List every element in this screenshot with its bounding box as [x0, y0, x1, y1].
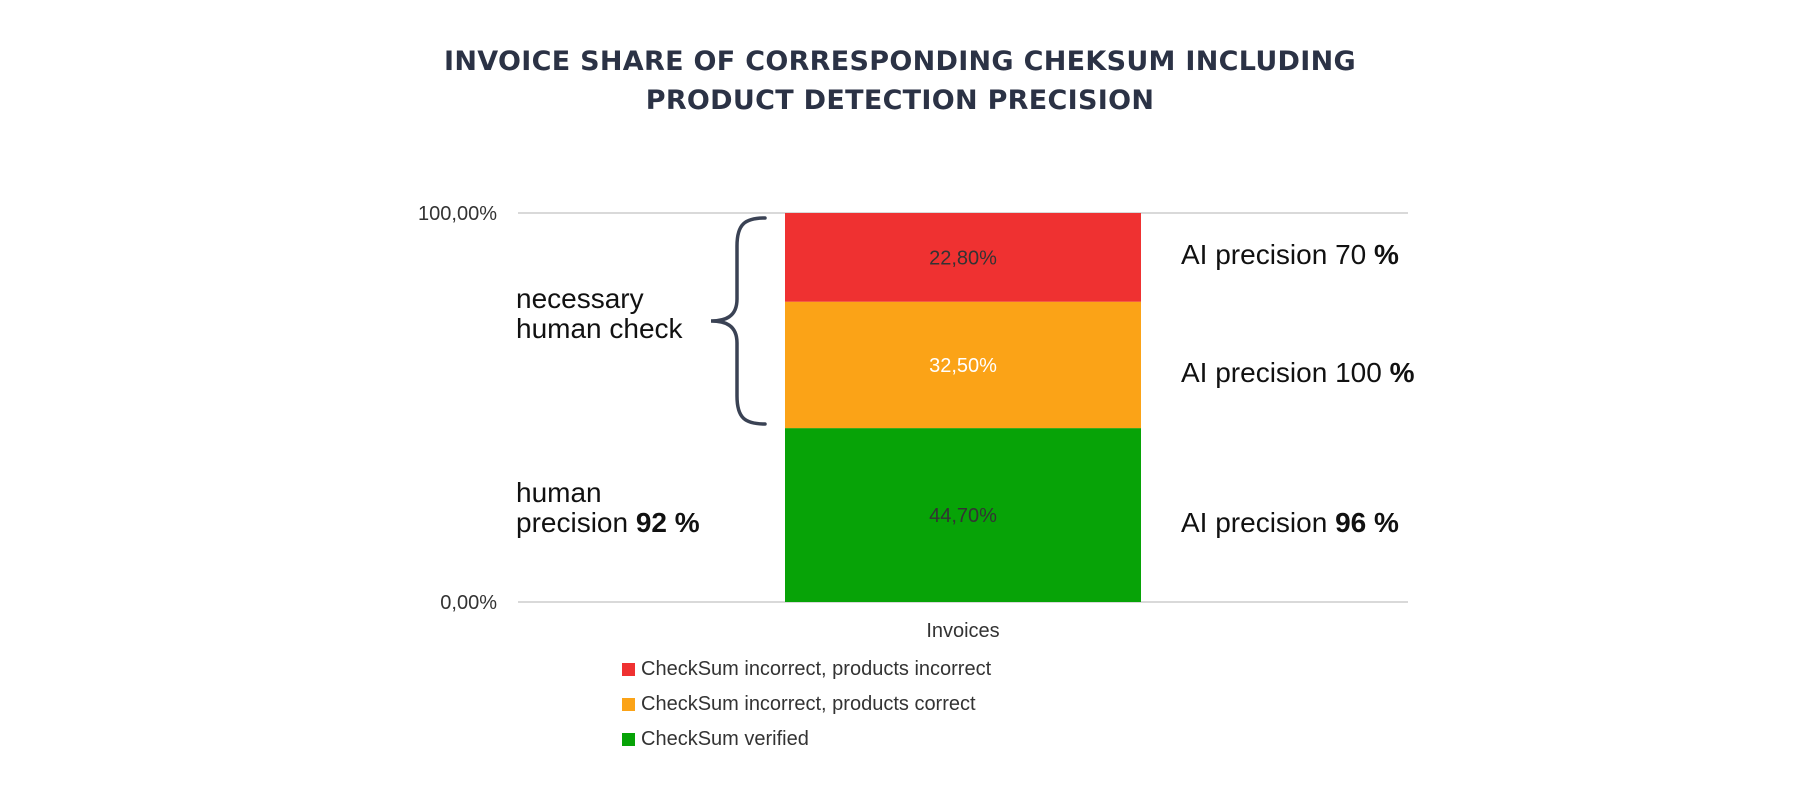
legend-item: CheckSum incorrect, products correct — [622, 687, 991, 722]
ai-precision-orange-unit: % — [1389, 357, 1415, 388]
bar-segment-0 — [785, 428, 1141, 602]
ai-precision-orange-text: AI precision 100 — [1181, 357, 1390, 388]
legend-swatch — [622, 733, 635, 746]
chart-title: INVOICE SHARE OF CORRESPONDING CHEKSUM I… — [0, 42, 1800, 120]
chart-title-line-1: INVOICE SHARE OF CORRESPONDING CHEKSUM I… — [444, 46, 1356, 77]
bar-segment-1 — [785, 301, 1141, 429]
ai-precision-green-text: AI precision — [1181, 507, 1336, 538]
precision-text: precision — [516, 507, 636, 538]
ai-precision-red-label: AI precision 70 % — [1181, 240, 1399, 270]
ai-precision-red-unit: % — [1374, 239, 1399, 270]
ai-precision-green-value: 96 % — [1335, 507, 1399, 538]
legend-swatch — [622, 663, 635, 676]
x-category-label: Invoices — [926, 620, 999, 642]
ai-precision-red-text: AI precision 70 — [1181, 239, 1374, 270]
chart-legend: CheckSum incorrect, products incorrect Ch… — [622, 652, 991, 757]
legend-label: CheckSum incorrect, products correct — [641, 693, 976, 715]
legend-swatch — [622, 698, 635, 711]
human-check-line: human check — [516, 313, 683, 344]
y-tick-label: 100,00% — [418, 203, 497, 225]
data-label-1: 32,50% — [929, 355, 997, 377]
necessary-human-check-label: necessary human check — [516, 284, 683, 344]
curly-brace — [710, 216, 767, 426]
bar-segment-2 — [785, 213, 1141, 302]
legend-item: CheckSum verified — [622, 722, 991, 757]
human-precision-value: 92 % — [635, 507, 700, 538]
human-line: human — [516, 477, 602, 508]
chart-title-line-2: PRODUCT DETECTION PRECISION — [645, 85, 1155, 116]
data-label-2: 22,80% — [929, 247, 997, 269]
ai-precision-green-label: AI precision 96 % — [1181, 508, 1399, 538]
human-precision-label: human precision 92 % — [516, 478, 700, 538]
ai-precision-orange-label: AI precision 100 % — [1181, 358, 1414, 388]
legend-label: CheckSum incorrect, products incorrect — [641, 658, 992, 680]
y-tick-label: 0,00% — [440, 592, 497, 614]
necessary-line: necessary — [516, 283, 644, 314]
legend-item: CheckSum incorrect, products incorrect — [622, 652, 991, 687]
data-label-0: 44,70% — [929, 505, 997, 527]
legend-label: CheckSum verified — [641, 728, 809, 750]
